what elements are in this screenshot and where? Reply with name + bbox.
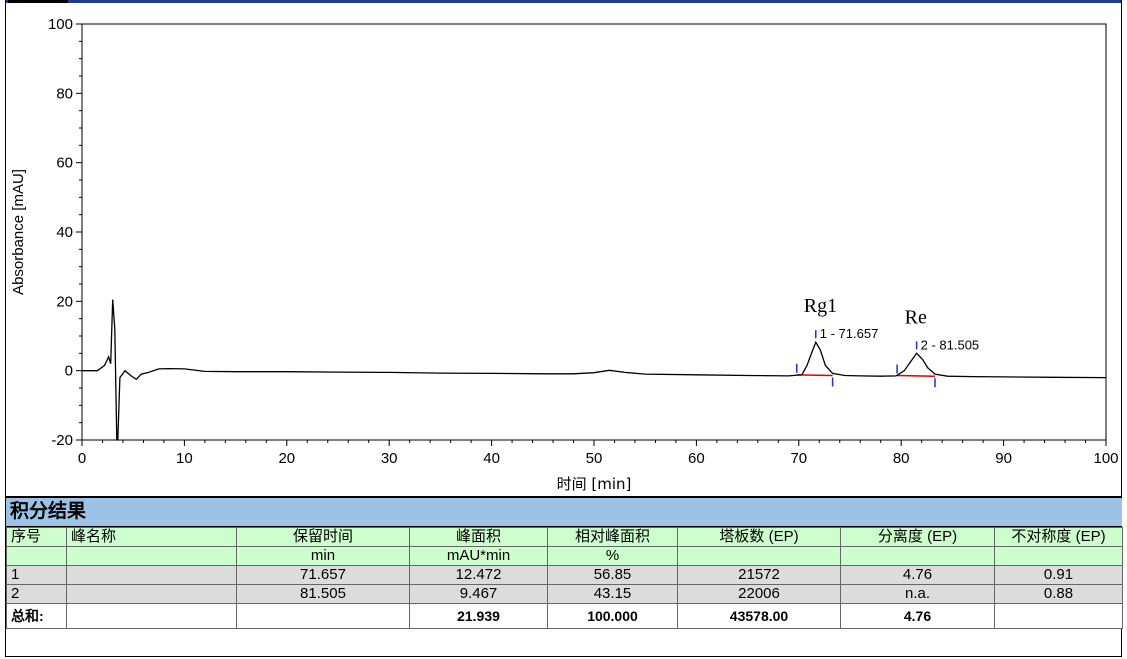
peak-label: 2 - 81.505 xyxy=(921,337,980,352)
y-axis-label: Absorbance [mAU] xyxy=(10,169,27,295)
cell-resolution: 4.76 xyxy=(840,565,995,585)
header-cell: 不对称度 (EP) xyxy=(994,527,1123,547)
cell-area: 9.467 xyxy=(409,584,548,604)
cell-index: 2 xyxy=(6,584,67,604)
y-tick-label: 0 xyxy=(65,363,73,380)
unit-cell: min xyxy=(236,546,410,566)
cell-retention-time: 71.657 xyxy=(236,565,410,585)
unit-cell xyxy=(840,546,995,566)
cell-peak-name xyxy=(66,565,237,585)
table-header-row: 序号 峰名称 保留时间 峰面积 相对峰面积 塔板数 (EP) 分离度 (EP) … xyxy=(6,527,1123,547)
x-tick-label: 10 xyxy=(176,450,193,467)
table-total-row: 总和: 21.939 100.000 43578.00 4.76 xyxy=(6,603,1123,629)
x-axis-ticks: 0 10 20 30 40 50 60 70 80 90 100 xyxy=(78,440,1119,467)
x-tick-label: 50 xyxy=(586,450,603,467)
x-tick-label: 80 xyxy=(893,450,910,467)
y-tick-label: 20 xyxy=(56,293,73,310)
unit-cell xyxy=(994,546,1123,566)
unit-cell: mAU*min xyxy=(409,546,548,566)
chromatogram-chart: -20 0 20 40 60 80 100 0 10 20 30 40 50 60 70 80 90 100 1… xyxy=(10,16,1119,493)
top-border-bar xyxy=(6,0,1121,3)
cell-area: 12.472 xyxy=(409,565,548,585)
unit-cell xyxy=(677,546,841,566)
total-resolution: 4.76 xyxy=(840,603,995,629)
y-tick-label: 100 xyxy=(48,16,73,33)
y-tick-label: 40 xyxy=(56,224,73,241)
header-cell: 保留时间 xyxy=(236,527,410,547)
peak-label: 1 - 71.657 xyxy=(820,326,879,341)
header-cell: 序号 xyxy=(6,527,67,547)
y-tick-label: 60 xyxy=(56,155,73,172)
x-tick-label: 40 xyxy=(483,450,500,467)
table-row: 2 81.505 9.467 43.15 22006 n.a. 0.88 xyxy=(6,584,1123,604)
plot-area xyxy=(81,23,1107,441)
x-tick-label: 60 xyxy=(688,450,705,467)
top-border-stub xyxy=(8,0,68,3)
chromatogram-trace xyxy=(82,299,1107,441)
cell-rel-area: 56.85 xyxy=(547,565,678,585)
table-unit-row: min mAU*min % xyxy=(6,546,1123,566)
total-rel-area: 100.000 xyxy=(547,603,678,629)
y-tick-label: -20 xyxy=(51,432,73,449)
peak-baselines xyxy=(796,374,936,377)
cell-peak-name xyxy=(66,584,237,604)
results-table: 序号 峰名称 保留时间 峰面积 相对峰面积 塔板数 (EP) 分离度 (EP) … xyxy=(6,527,1123,629)
x-tick-label: 0 xyxy=(78,450,86,467)
peak-name-label: Rg1 xyxy=(804,295,837,317)
cell-index: 1 xyxy=(6,565,67,585)
cell-asymmetry: 0.91 xyxy=(994,565,1123,585)
header-cell: 相对峰面积 xyxy=(547,527,678,547)
results-title: 积分结果 xyxy=(6,496,1122,527)
total-cell xyxy=(994,603,1123,629)
total-label: 总和: xyxy=(6,603,67,629)
x-tick-label: 20 xyxy=(278,450,295,467)
total-area: 21.939 xyxy=(409,603,548,629)
x-tick-label: 100 xyxy=(1093,450,1118,467)
header-cell: 塔板数 (EP) xyxy=(677,527,841,547)
cell-plates: 22006 xyxy=(677,584,841,604)
unit-cell xyxy=(6,546,67,566)
cell-retention-time: 81.505 xyxy=(236,584,410,604)
total-cell xyxy=(66,603,237,629)
peak-markers: 1 - 71.657 Rg1 2 - 81.505 Re xyxy=(796,295,980,388)
table-row: 1 71.657 12.472 56.85 21572 4.76 0.91 xyxy=(6,565,1123,585)
header-cell: 分离度 (EP) xyxy=(840,527,995,547)
peak-baseline xyxy=(796,374,833,377)
total-plates: 43578.00 xyxy=(677,603,841,629)
x-tick-label: 70 xyxy=(790,450,807,467)
unit-cell xyxy=(66,546,237,566)
peak-name-label: Re xyxy=(905,306,927,328)
cell-rel-area: 43.15 xyxy=(547,584,678,604)
header-cell: 峰名称 xyxy=(66,527,237,547)
cell-asymmetry: 0.88 xyxy=(994,584,1123,604)
cell-plates: 21572 xyxy=(677,565,841,585)
x-axis-label: 时间 [min] xyxy=(557,475,632,493)
x-tick-label: 30 xyxy=(381,450,398,467)
y-axis-ticks: -20 0 20 40 60 80 100 xyxy=(48,16,82,449)
x-tick-label: 90 xyxy=(995,450,1012,467)
y-tick-label: 80 xyxy=(56,85,73,102)
total-cell xyxy=(236,603,410,629)
unit-cell: % xyxy=(547,546,678,566)
peak-baseline xyxy=(897,374,936,377)
integration-results: 积分结果 序号 峰名称 保留时间 峰面积 相对峰面积 塔板数 (EP) 分离度 … xyxy=(6,496,1123,629)
cell-resolution: n.a. xyxy=(840,584,995,604)
header-cell: 峰面积 xyxy=(409,527,548,547)
